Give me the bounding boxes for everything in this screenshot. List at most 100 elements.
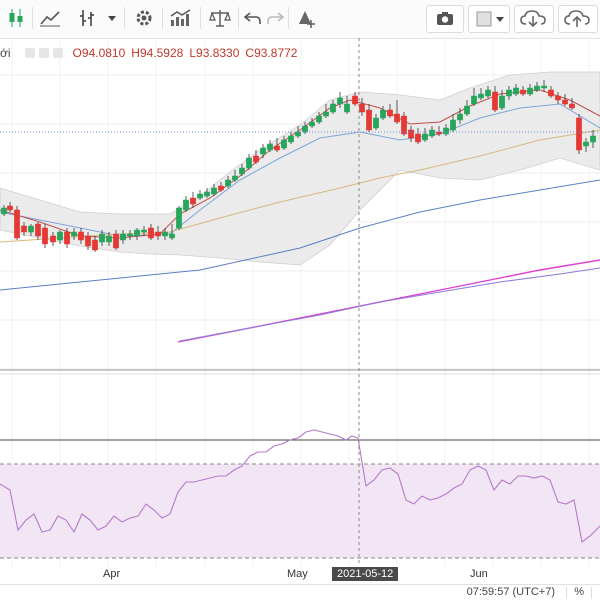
cloud-upload-button[interactable] <box>558 5 598 33</box>
candle-body <box>352 95 358 105</box>
candle <box>464 100 470 116</box>
candle-body <box>99 233 105 243</box>
candle <box>260 144 266 158</box>
candle <box>527 84 533 96</box>
candle-body <box>239 167 245 175</box>
camera-button[interactable] <box>426 5 464 33</box>
legend-close-icon[interactable] <box>52 48 63 58</box>
candle-body <box>183 199 189 211</box>
candle <box>162 228 168 240</box>
cloud-upload-icon <box>564 10 590 27</box>
candle-body <box>422 133 428 141</box>
candle-body <box>464 105 470 115</box>
candle-body <box>513 87 519 95</box>
candle-body <box>50 235 56 243</box>
open-value: 94.0810 <box>81 46 126 60</box>
cloud-download-icon <box>520 10 546 28</box>
candle <box>471 88 477 106</box>
candle <box>366 104 372 132</box>
close-value: 93.8772 <box>254 46 298 60</box>
candle-body <box>429 129 435 137</box>
chart-canvas[interactable] <box>0 38 600 600</box>
candle-body <box>457 113 463 121</box>
candle <box>576 114 582 154</box>
legend-toggle-icon[interactable] <box>24 48 35 58</box>
dropdown-icon[interactable] <box>104 5 120 31</box>
candle-body <box>408 129 414 139</box>
candle <box>373 114 379 130</box>
candle <box>190 192 196 208</box>
chart-toolbar <box>0 0 600 39</box>
symbol-label: ới <box>0 46 11 60</box>
clock-time[interactable]: 07:59:57 (UTC+7) <box>466 586 555 598</box>
dropdown-icon <box>496 17 504 22</box>
candle-body <box>64 231 70 245</box>
candle-body <box>288 135 294 143</box>
settings-icon[interactable] <box>130 5 158 31</box>
candle <box>246 154 252 170</box>
candle-body <box>366 109 372 131</box>
ma-violet-line <box>179 267 600 342</box>
candle-body <box>359 103 365 113</box>
candle-body <box>590 135 596 143</box>
candle-body <box>373 117 379 129</box>
candle <box>492 86 498 112</box>
candle <box>401 112 407 136</box>
candle-body <box>555 95 561 101</box>
candle-body <box>380 109 386 119</box>
line-chart-icon[interactable] <box>36 5 64 31</box>
cloud-download-button[interactable] <box>514 5 554 33</box>
candle <box>14 206 20 240</box>
candle <box>534 82 540 92</box>
candle <box>225 176 231 188</box>
indicators-icon[interactable] <box>166 5 196 31</box>
candle <box>134 228 140 240</box>
candle-body <box>28 225 34 233</box>
ma-long-line <box>0 179 600 291</box>
candle <box>330 100 336 114</box>
candle <box>85 232 91 250</box>
candle <box>71 228 77 240</box>
candle-body <box>302 125 308 133</box>
candle <box>1 205 7 216</box>
candle-body <box>232 175 238 181</box>
candle-body <box>197 193 203 199</box>
time-axis: Apr May Jun <box>0 566 600 584</box>
candle <box>92 236 98 252</box>
color-box-icon <box>476 11 492 27</box>
low-label: L <box>189 46 197 60</box>
undo-icon[interactable] <box>242 5 264 31</box>
candle <box>218 182 224 192</box>
candle-body <box>295 131 301 137</box>
drawing-icon[interactable] <box>292 5 318 31</box>
scale-icon[interactable] <box>206 5 234 31</box>
candle <box>499 90 505 110</box>
candle-body <box>204 191 210 197</box>
bar-chart-icon[interactable] <box>74 5 100 31</box>
candles-icon[interactable] <box>2 5 30 31</box>
candle-body <box>35 223 41 237</box>
candle <box>541 80 547 92</box>
candle <box>148 224 154 240</box>
candle-body <box>106 235 112 243</box>
candle-body <box>190 197 196 205</box>
candle <box>127 230 133 240</box>
candle-body <box>92 239 98 251</box>
candle-body <box>492 91 498 111</box>
candle <box>555 92 561 104</box>
candle-body <box>176 207 182 229</box>
candle-body <box>169 233 175 239</box>
candle <box>183 196 189 212</box>
candle <box>344 96 350 114</box>
color-picker[interactable] <box>468 5 510 33</box>
candle <box>450 114 456 132</box>
candle <box>64 228 70 248</box>
candle <box>288 132 294 144</box>
candle-body <box>113 233 119 249</box>
time-label-apr: Apr <box>103 568 121 580</box>
legend-settings-icon[interactable] <box>38 48 49 58</box>
rsi-line <box>0 429 600 543</box>
redo-icon[interactable] <box>264 5 286 31</box>
candle <box>28 224 34 236</box>
percent-scale-toggle[interactable]: % <box>574 586 584 598</box>
